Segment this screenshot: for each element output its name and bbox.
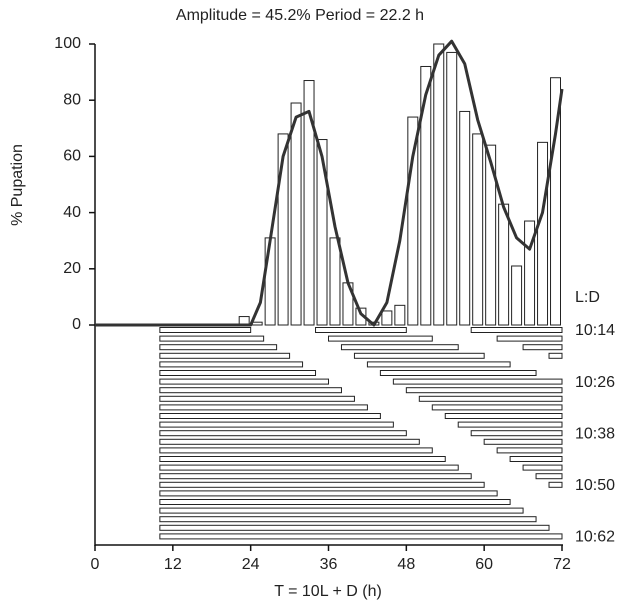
dark-period [159, 413, 381, 419]
dark-period [470, 430, 563, 437]
dark-period [392, 378, 563, 385]
dark-period [353, 352, 485, 359]
dark-period [405, 387, 563, 394]
dark-period [159, 421, 394, 428]
y-tick-label: 0 [72, 316, 81, 333]
dark-period [340, 344, 459, 351]
dark-period [159, 481, 485, 488]
dark-period [548, 352, 563, 359]
dark-period [328, 335, 433, 342]
dark-period [159, 370, 317, 376]
dark-period [522, 464, 563, 471]
dark-period [431, 404, 563, 411]
x-tick-label: 0 [91, 556, 100, 573]
bar [446, 51, 458, 326]
dark-period [418, 395, 563, 402]
dark-period [522, 344, 563, 351]
bar [290, 102, 302, 326]
dark-period [470, 327, 563, 333]
x-tick-label: 72 [553, 556, 571, 573]
y-tick-label: 40 [63, 204, 81, 221]
dark-period [548, 481, 563, 488]
dark-period [483, 438, 563, 445]
dark-period [159, 507, 524, 514]
dark-period [159, 327, 252, 333]
dark-period [159, 499, 511, 505]
dark-period [379, 370, 537, 376]
bar [381, 310, 393, 326]
x-tick-label: 60 [475, 556, 493, 573]
bar [251, 321, 263, 326]
dark-period [159, 335, 265, 342]
x-axis-label: T = 10L + D (h) [274, 583, 382, 600]
bar [485, 144, 497, 326]
bar [329, 237, 341, 326]
dark-period [159, 490, 498, 497]
dark-period [535, 473, 563, 480]
dark-period [159, 516, 537, 523]
x-tick-label: 48 [397, 556, 415, 573]
dark-period [159, 387, 342, 394]
bar [303, 80, 315, 326]
bar [316, 139, 328, 326]
dark-period [159, 361, 304, 368]
dark-period [159, 464, 459, 471]
bar [472, 133, 484, 326]
dark-period [159, 438, 420, 445]
dark-period [444, 413, 563, 419]
bar [394, 304, 406, 326]
dark-period [496, 447, 563, 454]
schedule-label: 10:14 [575, 322, 615, 339]
schedule-title: L:D [575, 289, 600, 306]
dark-period [509, 456, 563, 462]
bar [277, 133, 289, 326]
bar [524, 220, 536, 326]
dark-period [159, 352, 291, 359]
y-tick-label: 100 [54, 35, 81, 52]
bar [264, 237, 276, 326]
dark-period [159, 524, 550, 531]
y-tick-label: 80 [63, 91, 81, 108]
bar [550, 77, 561, 326]
dark-period [159, 447, 433, 454]
schedule-label: 10:62 [575, 529, 615, 546]
dark-period [366, 361, 511, 368]
dark-period [457, 421, 563, 428]
dark-period [159, 395, 355, 402]
dark-period [159, 456, 446, 462]
dark-period [159, 430, 407, 437]
dark-period [159, 344, 278, 351]
y-tick-label: 20 [63, 260, 81, 277]
dark-period [315, 327, 407, 333]
dark-period [159, 473, 472, 480]
bar [459, 110, 471, 326]
schedule-label: 10:38 [575, 425, 615, 442]
y-axis-label: % Pupation [9, 144, 26, 226]
x-tick-label: 36 [320, 556, 338, 573]
bar [420, 65, 432, 326]
x-tick-label: 12 [164, 556, 182, 573]
bar [498, 203, 510, 326]
schedule-label: 10:26 [575, 374, 615, 391]
bar [407, 116, 419, 326]
dark-period [159, 533, 563, 540]
chart-title: Amplitude = 45.2% Period = 22.2 h [176, 7, 424, 24]
dark-period [159, 404, 368, 411]
bar [537, 141, 549, 326]
dark-period [496, 335, 563, 342]
y-tick-label: 60 [63, 148, 81, 165]
dark-period [159, 378, 329, 385]
fit-line [95, 39, 564, 327]
bar [511, 265, 523, 326]
schedule-label: 10:50 [575, 477, 615, 494]
x-tick-label: 24 [242, 556, 260, 573]
bar [433, 43, 445, 326]
